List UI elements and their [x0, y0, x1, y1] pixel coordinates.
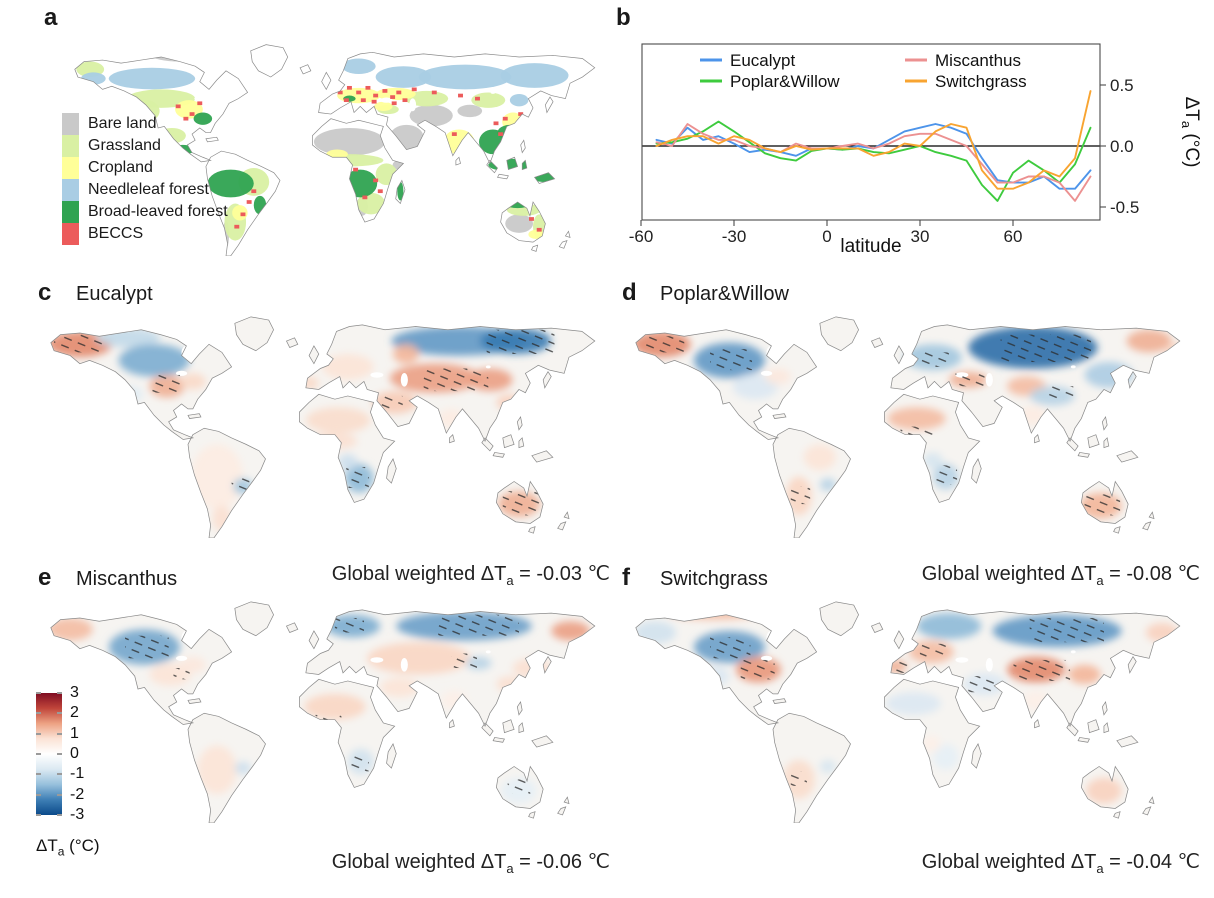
anomaly-map-switchgrass — [634, 601, 1181, 823]
legend-item-bare: Bare land — [62, 113, 228, 135]
legend-swatch-bare — [62, 113, 79, 135]
legend-item-grass: Grassland — [62, 135, 228, 157]
colorbar-tick-mark — [36, 814, 41, 816]
svg-text:30: 30 — [911, 227, 930, 246]
legend-item-beccs: BECCS — [62, 223, 228, 245]
svg-text:-30: -30 — [722, 227, 747, 246]
colorbar-tick-mark — [36, 753, 41, 755]
global-weighted-poplar-willow: Global weighted ΔTa = -0.08 ℃ — [921, 563, 1200, 588]
svg-text:0.0: 0.0 — [1110, 137, 1134, 156]
legend-label: Grassland — [88, 137, 161, 154]
colorbar-tick-mark — [57, 753, 62, 755]
colorbar-tick-mark — [36, 712, 41, 715]
colorbar-tick-mark — [57, 773, 62, 776]
legend-swatch-beccs — [62, 223, 79, 245]
panel-letter-d: d — [622, 279, 637, 306]
panel-letter-f: f — [622, 564, 630, 591]
svg-text:Eucalypt: Eucalypt — [730, 51, 795, 70]
legend-item-crop: Cropland — [62, 157, 228, 179]
legend-item-needle: Needleleaf forest — [62, 179, 228, 201]
panel-title-miscanthus: Miscanthus — [76, 568, 178, 590]
svg-text:-0.5: -0.5 — [1110, 198, 1139, 217]
landcover-map — [74, 43, 596, 256]
colorbar-tick: -1 — [70, 765, 85, 783]
legend-swatch-crop — [62, 157, 79, 179]
svg-text:60: 60 — [1004, 227, 1023, 246]
anomaly-map-poplar-willow — [634, 316, 1181, 538]
colorbar-tick: 1 — [70, 724, 79, 742]
colorbar-tick: 3 — [70, 684, 79, 701]
global-weighted-switchgrass: Global weighted ΔTa = -0.04 ℃ — [921, 851, 1200, 876]
colorbar-tick-mark — [57, 814, 62, 816]
anomaly-map-miscanthus — [49, 601, 596, 823]
colorbar-tick-mark — [36, 692, 41, 694]
svg-text:0.5: 0.5 — [1110, 76, 1134, 95]
legend-label: Bare land — [88, 115, 157, 132]
panel-letter-a: a — [44, 4, 58, 31]
colorbar-tick: 0 — [70, 745, 79, 762]
latitude-chart: -60 -30 0 30 60 0.5 0.0 -0.5 latitude ΔTa (°C) Euc… — [629, 43, 1202, 257]
legend-swatch-grass — [62, 135, 79, 157]
panel-letter-e: e — [38, 564, 52, 591]
panel-title-switchgrass: Switchgrass — [660, 568, 768, 590]
panel-title-poplar-willow: Poplar&Willow — [660, 283, 789, 305]
svg-text:ΔTa (°C): ΔTa (°C) — [1179, 97, 1202, 168]
legend-label: Broad-leaved forest — [88, 203, 228, 220]
anomaly-map-eucalypt — [49, 316, 596, 538]
colorbar-tick-mark — [57, 712, 62, 715]
legend-swatch-broad — [62, 201, 79, 223]
landcover-legend: Bare land Grassland Cropland Needleleaf for… — [62, 113, 228, 245]
global-weighted-eucalypt: Global weighted ΔTa = -0.03 ℃ — [331, 563, 610, 588]
panel-letter-b: b — [616, 4, 631, 31]
panel-title-eucalypt: Eucalypt — [76, 283, 153, 305]
colorbar-tick: -3 — [70, 806, 85, 823]
panel-letter-c: c — [38, 279, 52, 306]
colorbar-tick-mark — [57, 732, 62, 735]
legend-label: Needleleaf forest — [88, 181, 209, 198]
svg-text:0: 0 — [822, 227, 831, 246]
colorbar-tick-mark — [57, 692, 62, 694]
svg-text:Poplar&Willow: Poplar&Willow — [730, 72, 840, 91]
colorbar-tick: -2 — [70, 785, 85, 803]
colorbar-tick-mark — [36, 793, 41, 796]
global-weighted-miscanthus: Global weighted ΔTa = -0.06 ℃ — [331, 851, 610, 876]
colorbar-tick-mark — [36, 732, 41, 735]
legend-label: Cropland — [88, 159, 153, 176]
legend-swatch-needle — [62, 179, 79, 201]
svg-text:Switchgrass: Switchgrass — [935, 72, 1027, 91]
legend-label: BECCS — [88, 225, 144, 242]
colorbar-label: ΔTa (°C) — [36, 836, 100, 859]
svg-text:-60: -60 — [629, 227, 654, 246]
colorbar-tick: 2 — [70, 704, 79, 722]
svg-text:Miscanthus: Miscanthus — [935, 51, 1021, 70]
colorbar: 3 2 1 0 -1 -2 -3 — [34, 684, 144, 823]
svg-text:latitude: latitude — [840, 236, 901, 257]
colorbar-tick-mark — [57, 793, 62, 796]
legend-item-broad: Broad-leaved forest — [62, 201, 228, 223]
colorbar-tick-mark — [36, 773, 41, 776]
